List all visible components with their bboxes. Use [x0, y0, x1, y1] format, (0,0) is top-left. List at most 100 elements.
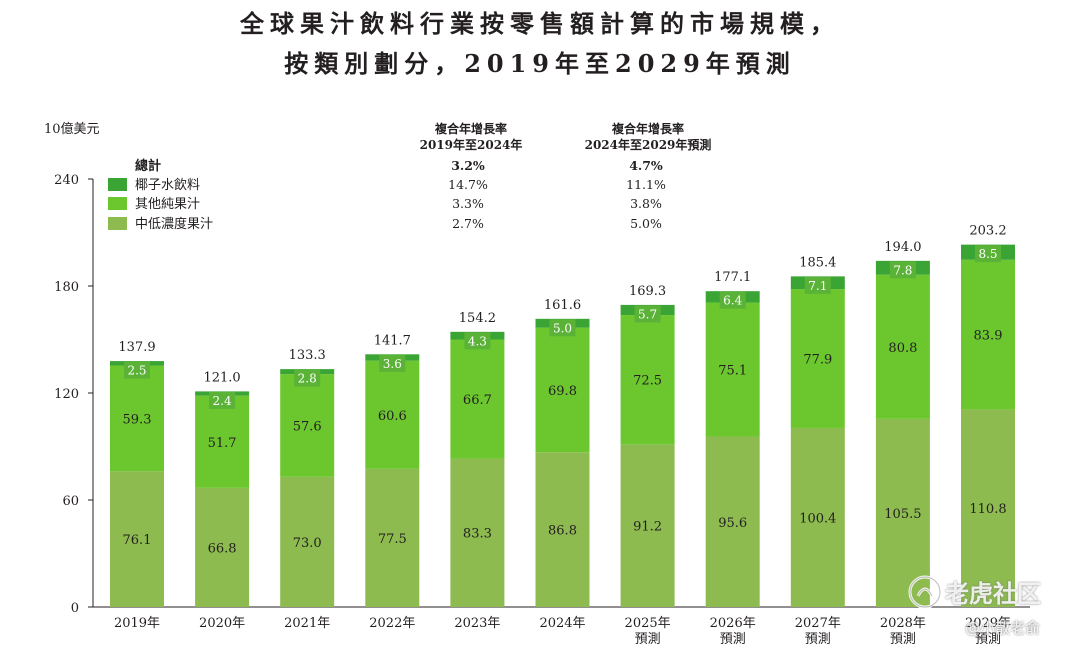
bar-segment — [195, 395, 250, 488]
bar-segment — [875, 274, 930, 419]
bars-layer — [110, 244, 1015, 607]
data-label-box — [294, 369, 321, 387]
data-label: 105.5 — [884, 507, 921, 522]
y-tick-label: 120 — [54, 387, 79, 402]
x-tick-label: 預測 — [890, 632, 916, 647]
x-tick-label: 預測 — [635, 632, 661, 647]
data-label: 7.1 — [808, 279, 827, 293]
x-tick-label: 2020年 — [199, 616, 245, 631]
bar-segment — [450, 458, 505, 607]
cagr-header-period: 2024年至2029年預測 — [585, 137, 712, 152]
x-tick-label: 2027年 — [795, 616, 841, 631]
chart-title-line2: 按類別劃分，2019年至2029年預測 — [284, 49, 796, 78]
bar-segment — [705, 302, 760, 437]
data-label: 7.8 — [893, 263, 912, 277]
cagr-header-period: 2019年至2024年 — [420, 137, 523, 152]
data-label: 57.6 — [293, 419, 322, 434]
axis-layer: 0 60 120 180 240 10億美元 2019年 2020年 2021年 2022年 202… — [44, 121, 1030, 647]
x-tick-label: 2023年 — [454, 616, 500, 631]
legend-swatch — [108, 178, 127, 191]
total-label: 161.6 — [544, 298, 581, 313]
x-tick-label: 預測 — [975, 632, 1001, 647]
data-label: 8.5 — [978, 247, 997, 261]
data-label: 2.5 — [127, 364, 146, 378]
cagr-value: 3.3% — [452, 196, 484, 211]
data-label: 91.2 — [633, 520, 662, 535]
bar-segment — [790, 427, 845, 607]
labels-layer: 76.1 59.3 2.5 137.9 66.8 51.7 2.4 121.0 73.0 57.6… — [118, 224, 1006, 557]
cagr-value: 3.2% — [451, 158, 485, 173]
legend-label: 椰子水飲料 — [135, 177, 200, 193]
legend-label: 其他純果汁 — [135, 197, 200, 212]
bar-segment — [961, 409, 1015, 607]
cagr-value: 14.7% — [448, 177, 488, 192]
legend-swatch — [108, 197, 127, 210]
data-label: 83.9 — [974, 329, 1003, 344]
tiger-logo-icon — [908, 575, 942, 609]
total-label: 137.9 — [118, 340, 155, 355]
bar-segment — [875, 418, 930, 607]
data-label-box — [634, 305, 661, 323]
data-label-box — [124, 361, 150, 379]
data-label: 2.8 — [298, 372, 317, 386]
legend-label: 中低濃度果汁 — [135, 216, 213, 232]
y-tick-label: 240 — [54, 173, 79, 188]
bar-segment — [620, 444, 675, 607]
cagr-value: 11.1% — [626, 177, 666, 192]
data-label: 80.8 — [888, 341, 917, 356]
bar-segment — [620, 315, 675, 445]
x-tick-label: 2024年 — [539, 616, 585, 631]
data-label: 110.8 — [969, 502, 1006, 517]
legend-swatch — [108, 217, 127, 230]
bar-segment — [790, 289, 845, 428]
data-label: 60.6 — [378, 409, 407, 424]
chart-title-line1: 全球果汁飲料行業按零售額計算的市場規模， — [240, 9, 840, 38]
x-tick-label: 2021年 — [284, 616, 330, 631]
cagr-header: 複合年增長率 — [611, 121, 684, 136]
cagr-value: 3.8% — [630, 196, 662, 211]
data-label-box — [379, 354, 406, 372]
data-label: 5.0 — [553, 321, 572, 335]
total-label: 177.1 — [714, 270, 751, 285]
y-tick-label: 60 — [62, 494, 79, 509]
cagr-value: 4.7% — [629, 158, 663, 173]
total-label: 169.3 — [629, 284, 666, 299]
data-label: 66.8 — [208, 541, 237, 556]
data-label: 83.3 — [463, 527, 492, 542]
data-label: 6.4 — [723, 294, 742, 308]
cagr-header: 複合年增長率 — [434, 121, 507, 136]
data-label-box — [804, 276, 831, 294]
data-label: 5.7 — [638, 307, 657, 321]
data-label: 100.4 — [799, 511, 836, 526]
data-label-box — [209, 391, 236, 409]
data-label-box — [464, 332, 491, 350]
data-label-box — [719, 291, 746, 309]
x-tick-label: 預測 — [805, 632, 831, 647]
x-tick-label: 2029年 — [965, 616, 1011, 631]
data-label: 69.8 — [548, 384, 577, 399]
y-tick-label: 180 — [54, 280, 79, 295]
y-axis-label: 10億美元 — [44, 121, 100, 137]
data-label: 86.8 — [548, 524, 577, 539]
bar-segment — [705, 436, 760, 607]
bar-segment — [535, 327, 590, 453]
bar-segment — [110, 365, 164, 472]
data-label-box — [889, 261, 916, 279]
bar-segment — [450, 339, 505, 459]
x-tick-label: 2025年 — [625, 616, 671, 631]
total-label: 154.2 — [459, 311, 496, 326]
total-label: 185.4 — [799, 255, 836, 270]
data-label: 59.3 — [123, 412, 152, 427]
watermark-author: @小散老俞 — [965, 619, 1041, 637]
total-label: 141.7 — [374, 333, 411, 348]
bar-segment — [110, 471, 164, 607]
watermark-brand: 老虎社区 — [945, 580, 1041, 608]
data-label: 72.5 — [633, 374, 662, 389]
bar-segment — [280, 374, 335, 477]
bar-segment — [365, 468, 420, 607]
data-label: 76.1 — [123, 533, 152, 548]
bar-segment — [280, 476, 335, 607]
data-label-box — [549, 319, 576, 337]
